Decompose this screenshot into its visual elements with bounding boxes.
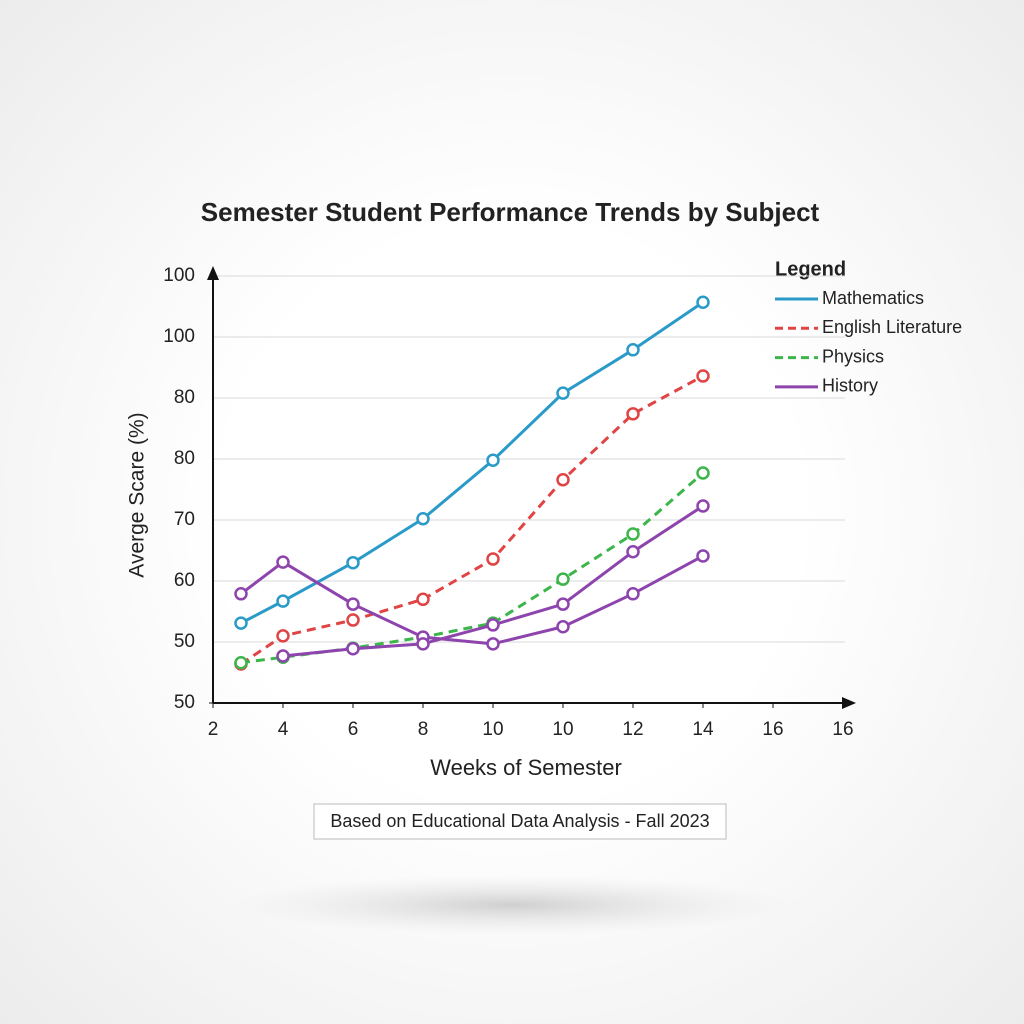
y-tick-label: 50 <box>174 631 195 652</box>
y-tick-label: 80 <box>174 387 195 408</box>
y-tick-label: 80 <box>174 448 195 469</box>
data-point <box>416 637 430 651</box>
data-point <box>416 512 430 526</box>
legend-label: English Literature <box>822 317 962 337</box>
series-line <box>240 374 704 666</box>
grid <box>209 275 845 708</box>
legend-label: History <box>822 376 878 396</box>
data-point <box>346 555 360 570</box>
data-point <box>626 407 640 421</box>
legend-label: Mathematics <box>822 288 924 308</box>
data-point <box>486 453 500 467</box>
y-axis-label: Averge Scare (%) <box>126 412 149 577</box>
data-point <box>626 544 640 559</box>
x-tick-label: 10 <box>482 719 503 740</box>
data-point <box>696 466 710 480</box>
data-point <box>346 597 360 611</box>
x-axis-arrow <box>842 697 856 709</box>
y-tick-label: 70 <box>174 509 195 530</box>
y-tick-label: 50 <box>174 692 195 713</box>
data-point <box>556 620 570 634</box>
data-point <box>556 597 570 611</box>
data-point <box>626 587 640 601</box>
x-tick-label: 12 <box>622 719 643 740</box>
chart-title: Semester Student Performance Trends by S… <box>201 197 820 227</box>
x-axis-label: Weeks of Semester <box>430 755 622 780</box>
series-line <box>240 471 704 665</box>
data-point <box>346 613 360 627</box>
data-point <box>486 637 500 651</box>
shadow <box>232 875 792 935</box>
data-point <box>346 641 360 656</box>
data-point <box>486 618 500 632</box>
footnote: Based on Educational Data Analysis - Fal… <box>330 811 709 831</box>
data-point <box>696 549 710 563</box>
data-point <box>416 592 430 607</box>
footnote-box <box>313 803 727 840</box>
x-tick-label: 10 <box>552 719 573 740</box>
data-point <box>696 369 710 383</box>
data-point <box>556 472 570 487</box>
x-tick-label: 16 <box>762 719 783 740</box>
legend-title: Legend <box>775 258 846 280</box>
data-point <box>696 295 710 309</box>
legend-label: Physics <box>822 346 884 366</box>
x-tick-label: 2 <box>208 719 219 740</box>
data-point <box>276 594 290 608</box>
series-line <box>240 300 704 625</box>
data-point <box>626 527 640 541</box>
data-point <box>486 552 500 566</box>
data-point <box>696 499 710 513</box>
x-tick-label: 16 <box>832 719 853 740</box>
y-tick-label: 60 <box>174 570 195 591</box>
data-point <box>556 572 570 586</box>
x-tick-label: 6 <box>348 719 359 740</box>
data-point <box>276 649 290 663</box>
data-point <box>234 616 248 630</box>
data-point <box>234 587 248 601</box>
y-axis-arrow <box>207 266 219 280</box>
y-tick-label: 100 <box>163 326 195 347</box>
x-tick-label: 4 <box>278 719 289 740</box>
x-tick-label: 8 <box>418 719 429 740</box>
data-point <box>234 655 248 670</box>
data-point <box>276 629 290 643</box>
data-point <box>556 386 570 400</box>
x-tick-label: 14 <box>692 719 714 740</box>
plot-area <box>234 295 710 671</box>
y-tick-label: 100 <box>163 265 195 286</box>
data-point <box>276 555 290 569</box>
series-line <box>240 554 704 646</box>
data-point <box>626 343 640 357</box>
